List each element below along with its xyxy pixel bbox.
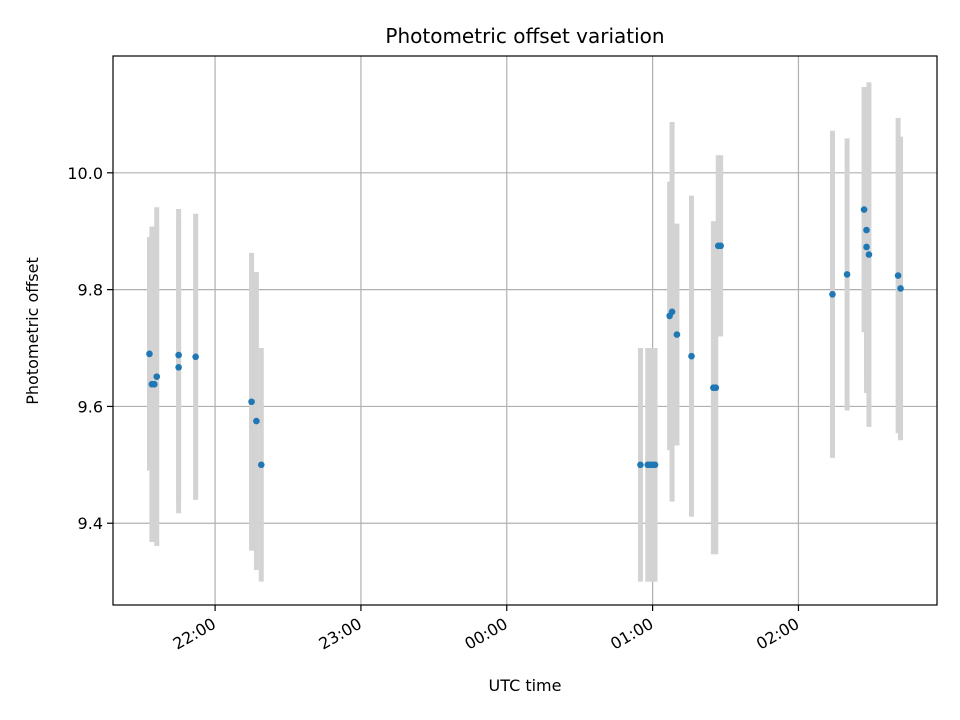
y-tick-label: 9.6 [78,397,103,416]
data-point [897,285,904,292]
data-point [668,308,676,316]
data-point [863,226,870,234]
data-point [894,272,902,279]
data-points [146,206,904,469]
data-point [688,352,695,360]
y-tick-label: 10.0 [67,164,103,183]
y-tick-label: 9.4 [78,514,103,533]
data-point [865,251,873,258]
y-axis-label: Photometric offset [23,257,42,405]
data-point [863,243,870,251]
data-point [175,363,182,371]
data-point [673,331,681,338]
data-point [151,380,158,388]
plot-frame [112,55,938,606]
data-point [717,242,724,250]
data-point [192,353,199,361]
data-point [637,461,644,469]
data-point [843,271,851,278]
data-point [175,351,182,359]
x-axis-label: UTC time [489,676,562,695]
chart-title: Photometric offset variation [385,24,664,48]
data-point [253,417,260,425]
data-point [257,461,265,469]
y-axis-ticks: 9.4 9.6 9.8 10.0 [67,164,113,533]
y-tick-label: 9.8 [78,281,103,300]
data-point [248,398,255,406]
data-point [146,350,153,358]
data-point [651,461,659,469]
data-point [153,373,161,380]
data-point [712,384,720,392]
data-point [829,290,836,298]
data-point [860,206,868,213]
